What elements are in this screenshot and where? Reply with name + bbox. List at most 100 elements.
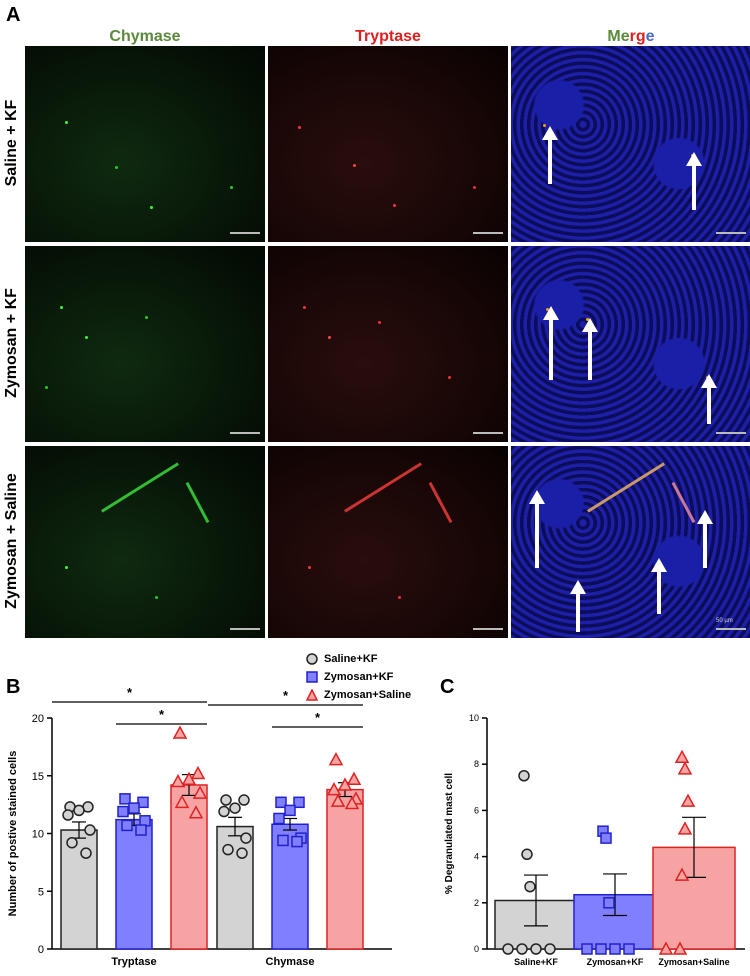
data-point bbox=[595, 943, 607, 955]
data-point bbox=[680, 793, 696, 807]
row-label-zymosan-saline: Zymosan + Saline bbox=[3, 473, 20, 609]
arrow-marker bbox=[651, 558, 667, 614]
data-point bbox=[222, 843, 234, 856]
data-point bbox=[119, 793, 131, 805]
y-tick-label: 5 bbox=[38, 886, 44, 898]
data-point bbox=[84, 824, 96, 836]
data-point bbox=[677, 761, 693, 775]
y-axis-label: % Degranulated mast cell bbox=[444, 773, 455, 894]
arrow-marker bbox=[542, 126, 558, 184]
bar bbox=[652, 846, 736, 950]
bar bbox=[216, 825, 254, 950]
data-point bbox=[600, 832, 612, 844]
arrow-marker bbox=[686, 152, 702, 210]
data-point bbox=[521, 848, 533, 861]
micrograph-chymase-saline-kf bbox=[25, 46, 265, 242]
merge-part-2: rg bbox=[629, 28, 646, 45]
micrograph-tryptase-zymosan-kf bbox=[268, 246, 508, 442]
micrograph-chymase-zymosan-kf bbox=[25, 246, 265, 442]
legend: Saline+KF Zymosan+KF Zymosan+Saline bbox=[306, 651, 411, 703]
y-tick-label: 10 bbox=[469, 713, 479, 723]
bar bbox=[60, 829, 98, 950]
micrograph-tryptase-zymosan-saline bbox=[268, 446, 508, 638]
data-point bbox=[677, 821, 693, 835]
legend-marker-circle bbox=[306, 653, 318, 665]
significance-star: * bbox=[127, 685, 133, 700]
data-point bbox=[328, 752, 344, 766]
data-point bbox=[337, 777, 353, 791]
y-tick-label: 8 bbox=[474, 759, 479, 769]
data-point bbox=[273, 812, 285, 825]
merge-part-3: e bbox=[645, 28, 655, 45]
data-point bbox=[516, 943, 528, 955]
significance-star: * bbox=[315, 710, 321, 725]
y-tick-label: 0 bbox=[38, 944, 44, 956]
data-point bbox=[277, 834, 289, 847]
significance-star: * bbox=[159, 707, 165, 722]
data-point bbox=[603, 897, 615, 909]
arrow-marker bbox=[697, 510, 713, 568]
arrow-marker bbox=[701, 374, 717, 424]
x-tick-label: Saline+KF bbox=[514, 957, 558, 967]
data-point bbox=[240, 832, 252, 844]
legend-label: Saline+KF bbox=[324, 653, 378, 665]
column-title-chymase: Chymase bbox=[109, 28, 181, 45]
x-tick-label: Zymosan+Saline bbox=[658, 957, 729, 967]
bar bbox=[326, 788, 364, 950]
row-label-saline-kf: Saline + KF bbox=[3, 99, 20, 187]
row-label-zymosan-kf: Zymosan + KF bbox=[3, 288, 20, 398]
y-tick-label: 6 bbox=[474, 805, 479, 815]
data-point bbox=[229, 802, 241, 814]
panel-b-letter: B bbox=[6, 676, 21, 698]
arrow-marker bbox=[529, 490, 545, 568]
y-tick-label: 4 bbox=[474, 852, 479, 862]
y-tick-label: 15 bbox=[32, 771, 44, 783]
bar bbox=[115, 818, 153, 950]
legend-marker-triangle bbox=[306, 689, 318, 701]
x-tick-label: Zymosan+KF bbox=[587, 957, 644, 967]
data-point bbox=[502, 943, 514, 955]
data-point bbox=[674, 867, 690, 881]
data-point bbox=[174, 794, 190, 809]
legend-label: Zymosan+KF bbox=[324, 671, 394, 683]
data-point bbox=[117, 805, 129, 818]
x-tick-label: Tryptase bbox=[111, 956, 156, 968]
data-point bbox=[192, 785, 208, 799]
micrograph-merge-saline-kf bbox=[511, 46, 750, 242]
data-point bbox=[128, 802, 140, 814]
arrow-marker bbox=[570, 580, 586, 632]
data-point bbox=[135, 824, 147, 836]
y-tick-label: 2 bbox=[474, 898, 479, 908]
row-label-wrap-3: Zymosan + Saline bbox=[0, 446, 24, 638]
micrograph-merge-zymosan-kf bbox=[511, 246, 750, 442]
chart-degranulated-mast-cell: 0 2 4 6 8 10 % Degranulated mast cell Saline+KF… bbox=[444, 713, 745, 967]
y-axis-label: Number of postive stained cells bbox=[7, 751, 19, 917]
data-point bbox=[344, 795, 360, 810]
data-point bbox=[238, 794, 250, 806]
data-point bbox=[326, 782, 342, 796]
data-point bbox=[181, 771, 197, 785]
data-point bbox=[346, 771, 362, 785]
data-point bbox=[581, 943, 593, 955]
micrograph-tryptase-saline-kf bbox=[268, 46, 508, 242]
data-point bbox=[220, 794, 232, 806]
data-point bbox=[609, 943, 621, 955]
data-point bbox=[518, 770, 530, 782]
data-point bbox=[218, 805, 230, 818]
data-point bbox=[275, 796, 287, 809]
data-point bbox=[73, 804, 85, 817]
y-tick-label: 10 bbox=[32, 829, 44, 841]
legend-item-zymosan-saline: Zymosan+Saline bbox=[306, 687, 411, 703]
arrow-marker bbox=[582, 318, 598, 380]
data-point bbox=[291, 835, 303, 848]
micrograph-merge-zymosan-saline: 50 µm bbox=[511, 446, 750, 638]
row-label-wrap-2: Zymosan + KF bbox=[0, 246, 24, 442]
column-title-merge: Merge bbox=[511, 28, 750, 46]
legend-item-saline-kf: Saline+KF bbox=[306, 651, 411, 667]
data-point bbox=[658, 941, 674, 955]
legend-label: Zymosan+Saline bbox=[324, 689, 412, 701]
scale-bar-label: 50 µm bbox=[716, 618, 733, 624]
significance-star: * bbox=[283, 688, 289, 703]
data-point bbox=[121, 819, 133, 832]
chart-positive-stained-cells: 0 5 10 15 20 Number of postive stained cells T… bbox=[7, 685, 392, 968]
